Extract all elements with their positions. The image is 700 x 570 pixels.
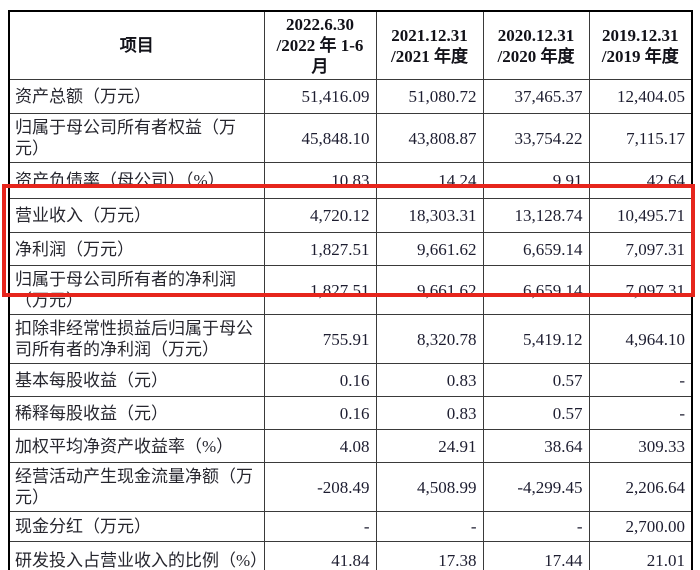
row-label: 净利润（万元） (8, 232, 265, 266)
row-label: 资产总额（万元） (8, 79, 265, 114)
row-value: 6,659.14 (482, 232, 590, 266)
row-value: 45,848.10 (263, 113, 377, 163)
row-value: 7,115.17 (588, 113, 693, 163)
table-body: 资产总额（万元） 51,416.09 51,080.72 37,465.37 12,40… (8, 79, 693, 570)
table-header-row: 项目 2022.6.30 /2022 年 1-6 月 2021.12.31 /20… (8, 10, 693, 80)
row-value: 1,827.51 (263, 232, 377, 266)
row-value: -4,299.45 (482, 462, 590, 512)
table-row-highlighted: 归属于母公司所有者的净利润（万元） 1,827.51 9,661.62 6,659.1… (8, 265, 693, 315)
row-label: 营业收入（万元） (8, 198, 265, 233)
row-value: 17.44 (482, 541, 590, 570)
row-value: 2,700.00 (588, 511, 693, 542)
row-value: 2,206.64 (588, 462, 693, 512)
row-label: 归属于母公司所有者权益（万元） (8, 113, 265, 163)
row-value: 10,495.71 (588, 198, 693, 233)
row-value: - (263, 511, 377, 542)
row-value: 38.64 (482, 429, 590, 463)
table-row: 资产总额（万元） 51,416.09 51,080.72 37,465.37 12,40… (8, 79, 693, 114)
table-row-highlighted: 营业收入（万元） 4,720.12 18,303.31 13,128.74 10,495… (8, 198, 693, 233)
table-row: 稀释每股收益（元） 0.16 0.83 0.57- (8, 396, 693, 430)
row-value: 17.38 (375, 541, 484, 570)
row-value: - (482, 511, 590, 542)
table-row: 基本每股收益（元） 0.16 0.83 0.57- (8, 363, 693, 397)
row-value: 33,754.22 (482, 113, 590, 163)
row-label: 加权平均净资产收益率（%） (8, 429, 265, 463)
row-value: - (588, 396, 693, 430)
row-value: 0.83 (375, 396, 484, 430)
row-value: 24.91 (375, 429, 484, 463)
row-value: 21.01 (588, 541, 693, 570)
row-value: 7,097.31 (588, 265, 693, 315)
table-row: 加权平均净资产收益率（%） 4.08 24.91 38.64 309.33 (8, 429, 693, 463)
row-value: 10.83 (263, 162, 377, 199)
row-value: 8,320.78 (375, 314, 484, 364)
header-period-column: 2022.6.30 /2022 年 1-6 月 (263, 10, 377, 80)
row-label: 资产负债率（母公司）（%） (8, 162, 265, 199)
row-value: 7,097.31 (588, 232, 693, 266)
table-row: 经营活动产生现金流量净额（万元） -208.49 4,508.99 -4,299.45… (8, 462, 693, 512)
row-value: 4,508.99 (375, 462, 484, 512)
row-value: 755.91 (263, 314, 377, 364)
row-value: 4,720.12 (263, 198, 377, 233)
row-value: 43,808.87 (375, 113, 484, 163)
row-value: 6,659.14 (482, 265, 590, 315)
row-value: 1,827.51 (263, 265, 377, 315)
row-value: 14.24 (375, 162, 484, 199)
row-value: 41.84 (263, 541, 377, 570)
row-value: 18,303.31 (375, 198, 484, 233)
row-value: 51,080.72 (375, 79, 484, 114)
row-value: 5,419.12 (482, 314, 590, 364)
row-value: 42.64 (588, 162, 693, 199)
row-value: 4,964.10 (588, 314, 693, 364)
row-value: 0.16 (263, 396, 377, 430)
row-label: 现金分红（万元） (8, 511, 265, 542)
row-value: 13,128.74 (482, 198, 590, 233)
row-value: 51,416.09 (263, 79, 377, 114)
row-label: 扣除非经常性损益后归属于母公司所有者的净利润（万元） (8, 314, 265, 364)
row-value: - (588, 363, 693, 397)
header-period-column: 2021.12.31 /2021 年度 (375, 10, 484, 80)
table-row-highlighted: 净利润（万元） 1,827.51 9,661.62 6,659.14 7,097.31 (8, 232, 693, 266)
row-value: 4.08 (263, 429, 377, 463)
table-row: 扣除非经常性损益后归属于母公司所有者的净利润（万元） 755.91 8,320.78… (8, 314, 693, 364)
row-value: 12,404.05 (588, 79, 693, 114)
row-value: 37,465.37 (482, 79, 590, 114)
row-value: 0.57 (482, 363, 590, 397)
row-value: 0.83 (375, 363, 484, 397)
row-label: 经营活动产生现金流量净额（万元） (8, 462, 265, 512)
row-value: 9,661.62 (375, 232, 484, 266)
header-item-column: 项目 (8, 10, 265, 80)
row-label: 基本每股收益（元） (8, 363, 265, 397)
header-period-column: 2019.12.31 /2019 年度 (588, 10, 693, 80)
table-row: 资产负债率（母公司）（%） 10.83 14.24 9.91 42.64 (8, 162, 693, 199)
row-value: 0.57 (482, 396, 590, 430)
row-label: 稀释每股收益（元） (8, 396, 265, 430)
row-label: 归属于母公司所有者的净利润（万元） (8, 265, 265, 315)
table-row: 归属于母公司所有者权益（万元） 45,848.10 43,808.87 33,754.… (8, 113, 693, 163)
row-value: -208.49 (263, 462, 377, 512)
table-row: 现金分红（万元） - - -2,700.00 (8, 511, 693, 542)
row-value: 9,661.62 (375, 265, 484, 315)
row-value: 9.91 (482, 162, 590, 199)
row-label: 研发投入占营业收入的比例（%） (8, 541, 265, 570)
table-row: 研发投入占营业收入的比例（%） 41.84 17.38 17.44 21.01 (8, 541, 693, 570)
row-value: - (375, 511, 484, 542)
financial-indicators-table: 项目 2022.6.30 /2022 年 1-6 月 2021.12.31 /20… (8, 10, 693, 570)
header-period-column: 2020.12.31 /2020 年度 (482, 10, 590, 80)
row-value: 309.33 (588, 429, 693, 463)
row-value: 0.16 (263, 363, 377, 397)
